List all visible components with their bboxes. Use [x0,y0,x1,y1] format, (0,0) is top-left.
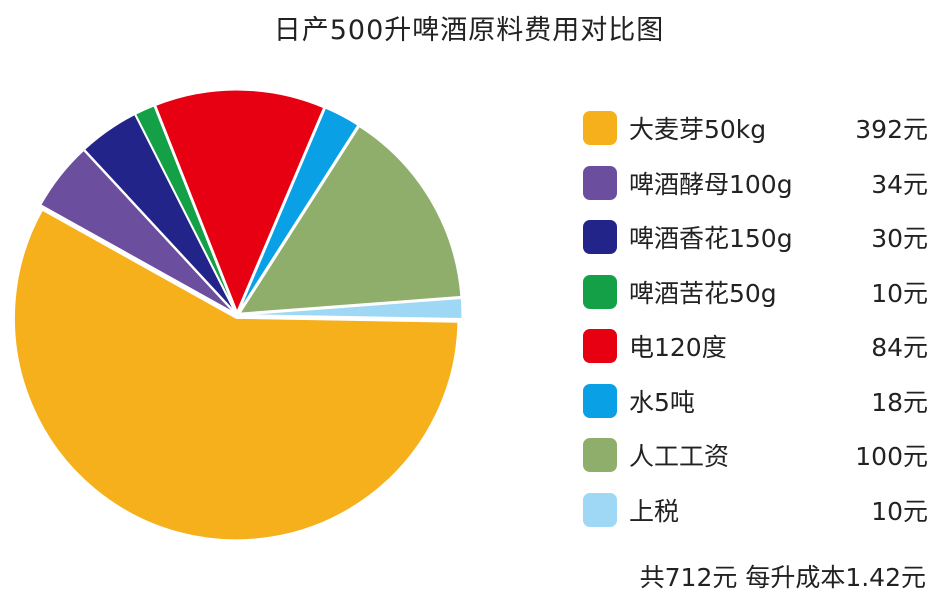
chart-title: 日产500升啤酒原料费用对比图 [273,15,665,46]
legend-swatch [583,165,617,200]
legend-label: 人工工资 [629,442,730,471]
legend-swatch [583,438,617,472]
legend-value: 392元 [855,115,928,144]
legend-label: 上税 [629,496,680,526]
pie-slice-6 [238,125,462,315]
legend-label: 啤酒苦花50g [629,278,777,308]
legend-value: 30元 [871,224,928,253]
pie-slice-1 [39,149,236,314]
legend-item: 大麦芽50kg 392元 [583,108,928,148]
legend-value: 84元 [871,333,928,362]
legend-item: 啤酒苦花50g 10元 [583,272,928,312]
legend-item: 啤酒酵母100g 34元 [583,163,928,203]
legend-label: 大麦芽50kg [629,115,767,144]
legend-item: 水5吨 18元 [583,381,928,421]
footer-note: 共712元 每升成本1.42元 [639,563,926,592]
legend-item: 电120度 84元 [583,326,928,366]
legend-swatch [583,329,617,363]
legend-value: 18元 [871,387,928,417]
legend-value: 10元 [871,278,928,308]
pie-slice-5 [237,106,360,313]
legend-item: 啤酒香花150g 30元 [583,217,928,257]
legend-item: 上税 10元 [583,490,928,530]
legend-swatch [583,274,617,309]
legend-label: 啤酒酵母100g [629,169,793,199]
pie-slice-0 [13,208,459,541]
legend-label: 水5吨 [629,387,695,417]
legend-label: 啤酒香花150g [629,224,793,253]
legend-swatch [583,383,617,418]
legend-label: 电120度 [629,333,727,362]
pie-slice-7 [240,297,463,320]
legend-value: 34元 [871,169,928,199]
pie-slice-4 [154,89,325,314]
legend-swatch [583,220,617,254]
legend-swatch [583,492,617,527]
legend-swatch [583,111,617,145]
pie-slice-3 [134,104,237,313]
legend-value: 100元 [855,442,928,471]
legend-item: 人工工资 100元 [583,435,928,475]
legend-value: 10元 [871,496,928,526]
